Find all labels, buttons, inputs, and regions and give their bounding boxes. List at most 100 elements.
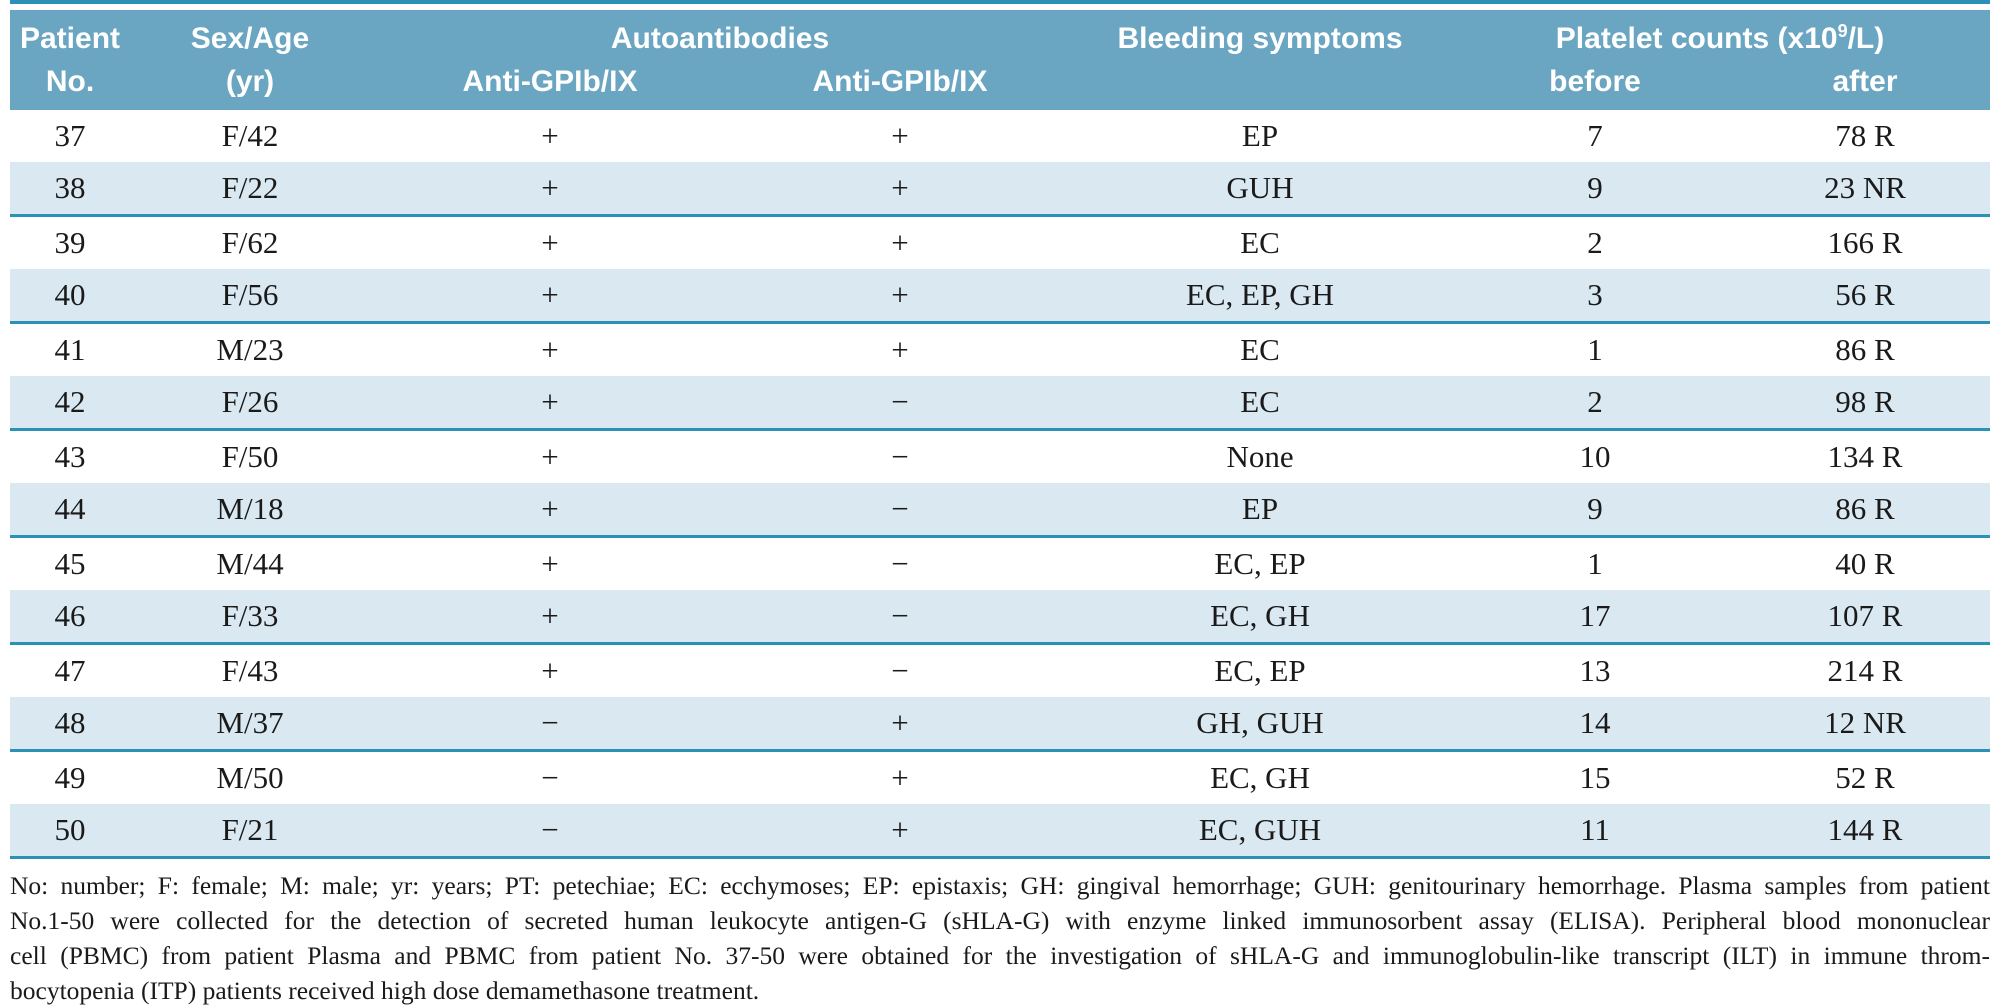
sex-age-cell: M/44 (216, 546, 284, 581)
table-body: 37 F/42 + + EP 7 78 R 38 F/22 + + GUH 9 … (10, 110, 1991, 859)
patient-no-cell: 47 (54, 653, 86, 688)
anti-gp1b-ix-2-cell: + (730, 697, 1071, 752)
table-row: 49 M/50 − + EC, GH 15 52 R (10, 751, 1990, 805)
bleeding-symptoms-cell: EC, EP (1214, 546, 1306, 581)
patient-no-cell: 49 (54, 760, 86, 795)
platelet-after-cell: 40 R (1835, 546, 1895, 581)
patient-no-cell: 48 (10, 697, 130, 752)
anti-gp1b-ix-1-cell: + (541, 439, 559, 474)
patient-no-cell: 43 (54, 439, 86, 474)
table-header: Patient Sex/Age Autoantibodies Bleeding … (10, 10, 1991, 110)
platelet-before-cell: 1 (1587, 332, 1603, 367)
platelet-before-cell: 11 (1450, 804, 1741, 859)
bleeding-symptoms-cell: GH, GUH (1070, 697, 1451, 752)
platelet-after-cell: 134 R (1827, 439, 1903, 474)
anti-gp1b-ix-1-cell: + (541, 332, 559, 367)
platelet-before-cell: 13 (1579, 653, 1611, 688)
anti-gp1b-ix-2-cell: + (891, 118, 909, 153)
patient-no-cell: 39 (54, 225, 86, 260)
patient-no-cell: 46 (10, 590, 130, 645)
bleeding-symptoms-cell: EC (1240, 332, 1280, 367)
sex-age-cell: F/21 (130, 804, 370, 859)
platelet-before-cell: 2 (1450, 376, 1741, 431)
anti-gp1b-ix-1-cell: + (541, 118, 559, 153)
header-anti-gp1b-ix-1: Anti-GPIb/IX (370, 62, 730, 110)
anti-gp1b-ix-2-cell: + (891, 225, 909, 260)
sex-age-cell: F/50 (221, 439, 279, 474)
platelet-after-cell: 23 NR (1740, 162, 1991, 217)
sex-age-cell: M/23 (216, 332, 284, 367)
header-row-2: No. (yr) Anti-GPIb/IX Anti-GPIb/IX befor… (10, 62, 1991, 110)
sex-age-cell: M/18 (130, 483, 370, 538)
header-no: No. (10, 62, 130, 110)
anti-gp1b-ix-2-cell: + (891, 332, 909, 367)
platelet-after-cell: 98 R (1740, 376, 1991, 431)
patient-no-cell: 45 (54, 546, 86, 581)
anti-gp1b-ix-1-cell: + (541, 225, 559, 260)
sex-age-cell: M/37 (130, 697, 370, 752)
footnote-line: No: number; F: female; M: male; yr: year… (10, 871, 1990, 900)
table-row: 41 M/23 + + EC 1 86 R (10, 323, 1990, 377)
footnote-line: No.1-50 were collected for the detection… (10, 906, 1990, 935)
patient-no-cell: 44 (10, 483, 130, 538)
patient-no-cell: 37 (54, 118, 86, 153)
bleeding-symptoms-cell: None (1226, 439, 1294, 474)
table-figure: Patient Sex/Age Autoantibodies Bleeding … (10, 0, 1991, 1008)
table-row: 46 F/33 + − EC, GH 17 107 R (10, 590, 1991, 645)
platelet-before-cell: 9 (1450, 162, 1741, 217)
platelet-after-cell: 86 R (1740, 483, 1991, 538)
header-before: before (1450, 62, 1741, 110)
sex-age-cell: M/50 (216, 760, 284, 795)
anti-gp1b-ix-1-cell: + (370, 269, 730, 324)
bleeding-symptoms-cell: EC, GUH (1070, 804, 1451, 859)
header-anti-gp1b-ix-2: Anti-GPIb/IX (730, 62, 1071, 110)
table-row: 37 F/42 + + EP 7 78 R (10, 110, 1990, 162)
anti-gp1b-ix-1-cell: − (370, 804, 730, 859)
top-rule (10, 0, 1990, 4)
table-footnote: No: number; F: female; M: male; yr: year… (10, 868, 1990, 1008)
anti-gp1b-ix-2-cell: + (730, 162, 1071, 217)
header-spacer (1070, 62, 1451, 110)
anti-gp1b-ix-1-cell: + (370, 376, 730, 431)
anti-gp1b-ix-2-cell: − (730, 376, 1071, 431)
bleeding-symptoms-cell: EC (1240, 225, 1280, 260)
anti-gp1b-ix-1-cell: + (370, 590, 730, 645)
platelet-after-cell: 214 R (1827, 653, 1903, 688)
header-sex-age: Sex/Age (130, 10, 370, 62)
platelet-after-cell: 52 R (1835, 760, 1895, 795)
header-row-1: Patient Sex/Age Autoantibodies Bleeding … (10, 10, 1991, 62)
platelet-after-cell: 107 R (1740, 590, 1991, 645)
platelet-counts-superscript: 9 (1837, 21, 1848, 41)
bleeding-symptoms-cell: EC, EP (1214, 653, 1306, 688)
sex-age-cell: F/56 (130, 269, 370, 324)
platelet-counts-unit: /L) (1847, 22, 1885, 55)
patient-no-cell: 40 (10, 269, 130, 324)
patient-no-cell: 50 (10, 804, 130, 859)
platelet-before-cell: 14 (1450, 697, 1741, 752)
anti-gp1b-ix-1-cell: − (370, 697, 730, 752)
table-row: 47 F/43 + − EC, EP 13 214 R (10, 644, 1990, 698)
patient-no-cell: 42 (10, 376, 130, 431)
platelet-after-cell: 166 R (1827, 225, 1903, 260)
anti-gp1b-ix-2-cell: + (730, 269, 1071, 324)
platelet-after-cell: 12 NR (1740, 697, 1991, 752)
platelet-before-cell: 17 (1450, 590, 1741, 645)
anti-gp1b-ix-1-cell: + (541, 653, 559, 688)
header-patient: Patient (10, 10, 130, 62)
bleeding-symptoms-cell: EC (1070, 376, 1451, 431)
table-row: 40 F/56 + + EC, EP, GH 3 56 R (10, 269, 1991, 324)
anti-gp1b-ix-2-cell: − (891, 653, 909, 688)
anti-gp1b-ix-2-cell: − (891, 439, 909, 474)
header-after: after (1740, 62, 1991, 110)
anti-gp1b-ix-1-cell: − (541, 760, 559, 795)
sex-age-cell: F/43 (221, 653, 279, 688)
table-row: 45 M/44 + − EC, EP 1 40 R (10, 537, 1990, 591)
anti-gp1b-ix-2-cell: − (730, 590, 1071, 645)
patient-no-cell: 38 (10, 162, 130, 217)
anti-gp1b-ix-2-cell: + (730, 804, 1071, 859)
patient-table: Patient Sex/Age Autoantibodies Bleeding … (10, 10, 1991, 859)
platelet-before-cell: 10 (1579, 439, 1611, 474)
anti-gp1b-ix-1-cell: + (370, 162, 730, 217)
table-row: 44 M/18 + − EP 9 86 R (10, 483, 1991, 538)
platelet-before-cell: 15 (1579, 760, 1611, 795)
